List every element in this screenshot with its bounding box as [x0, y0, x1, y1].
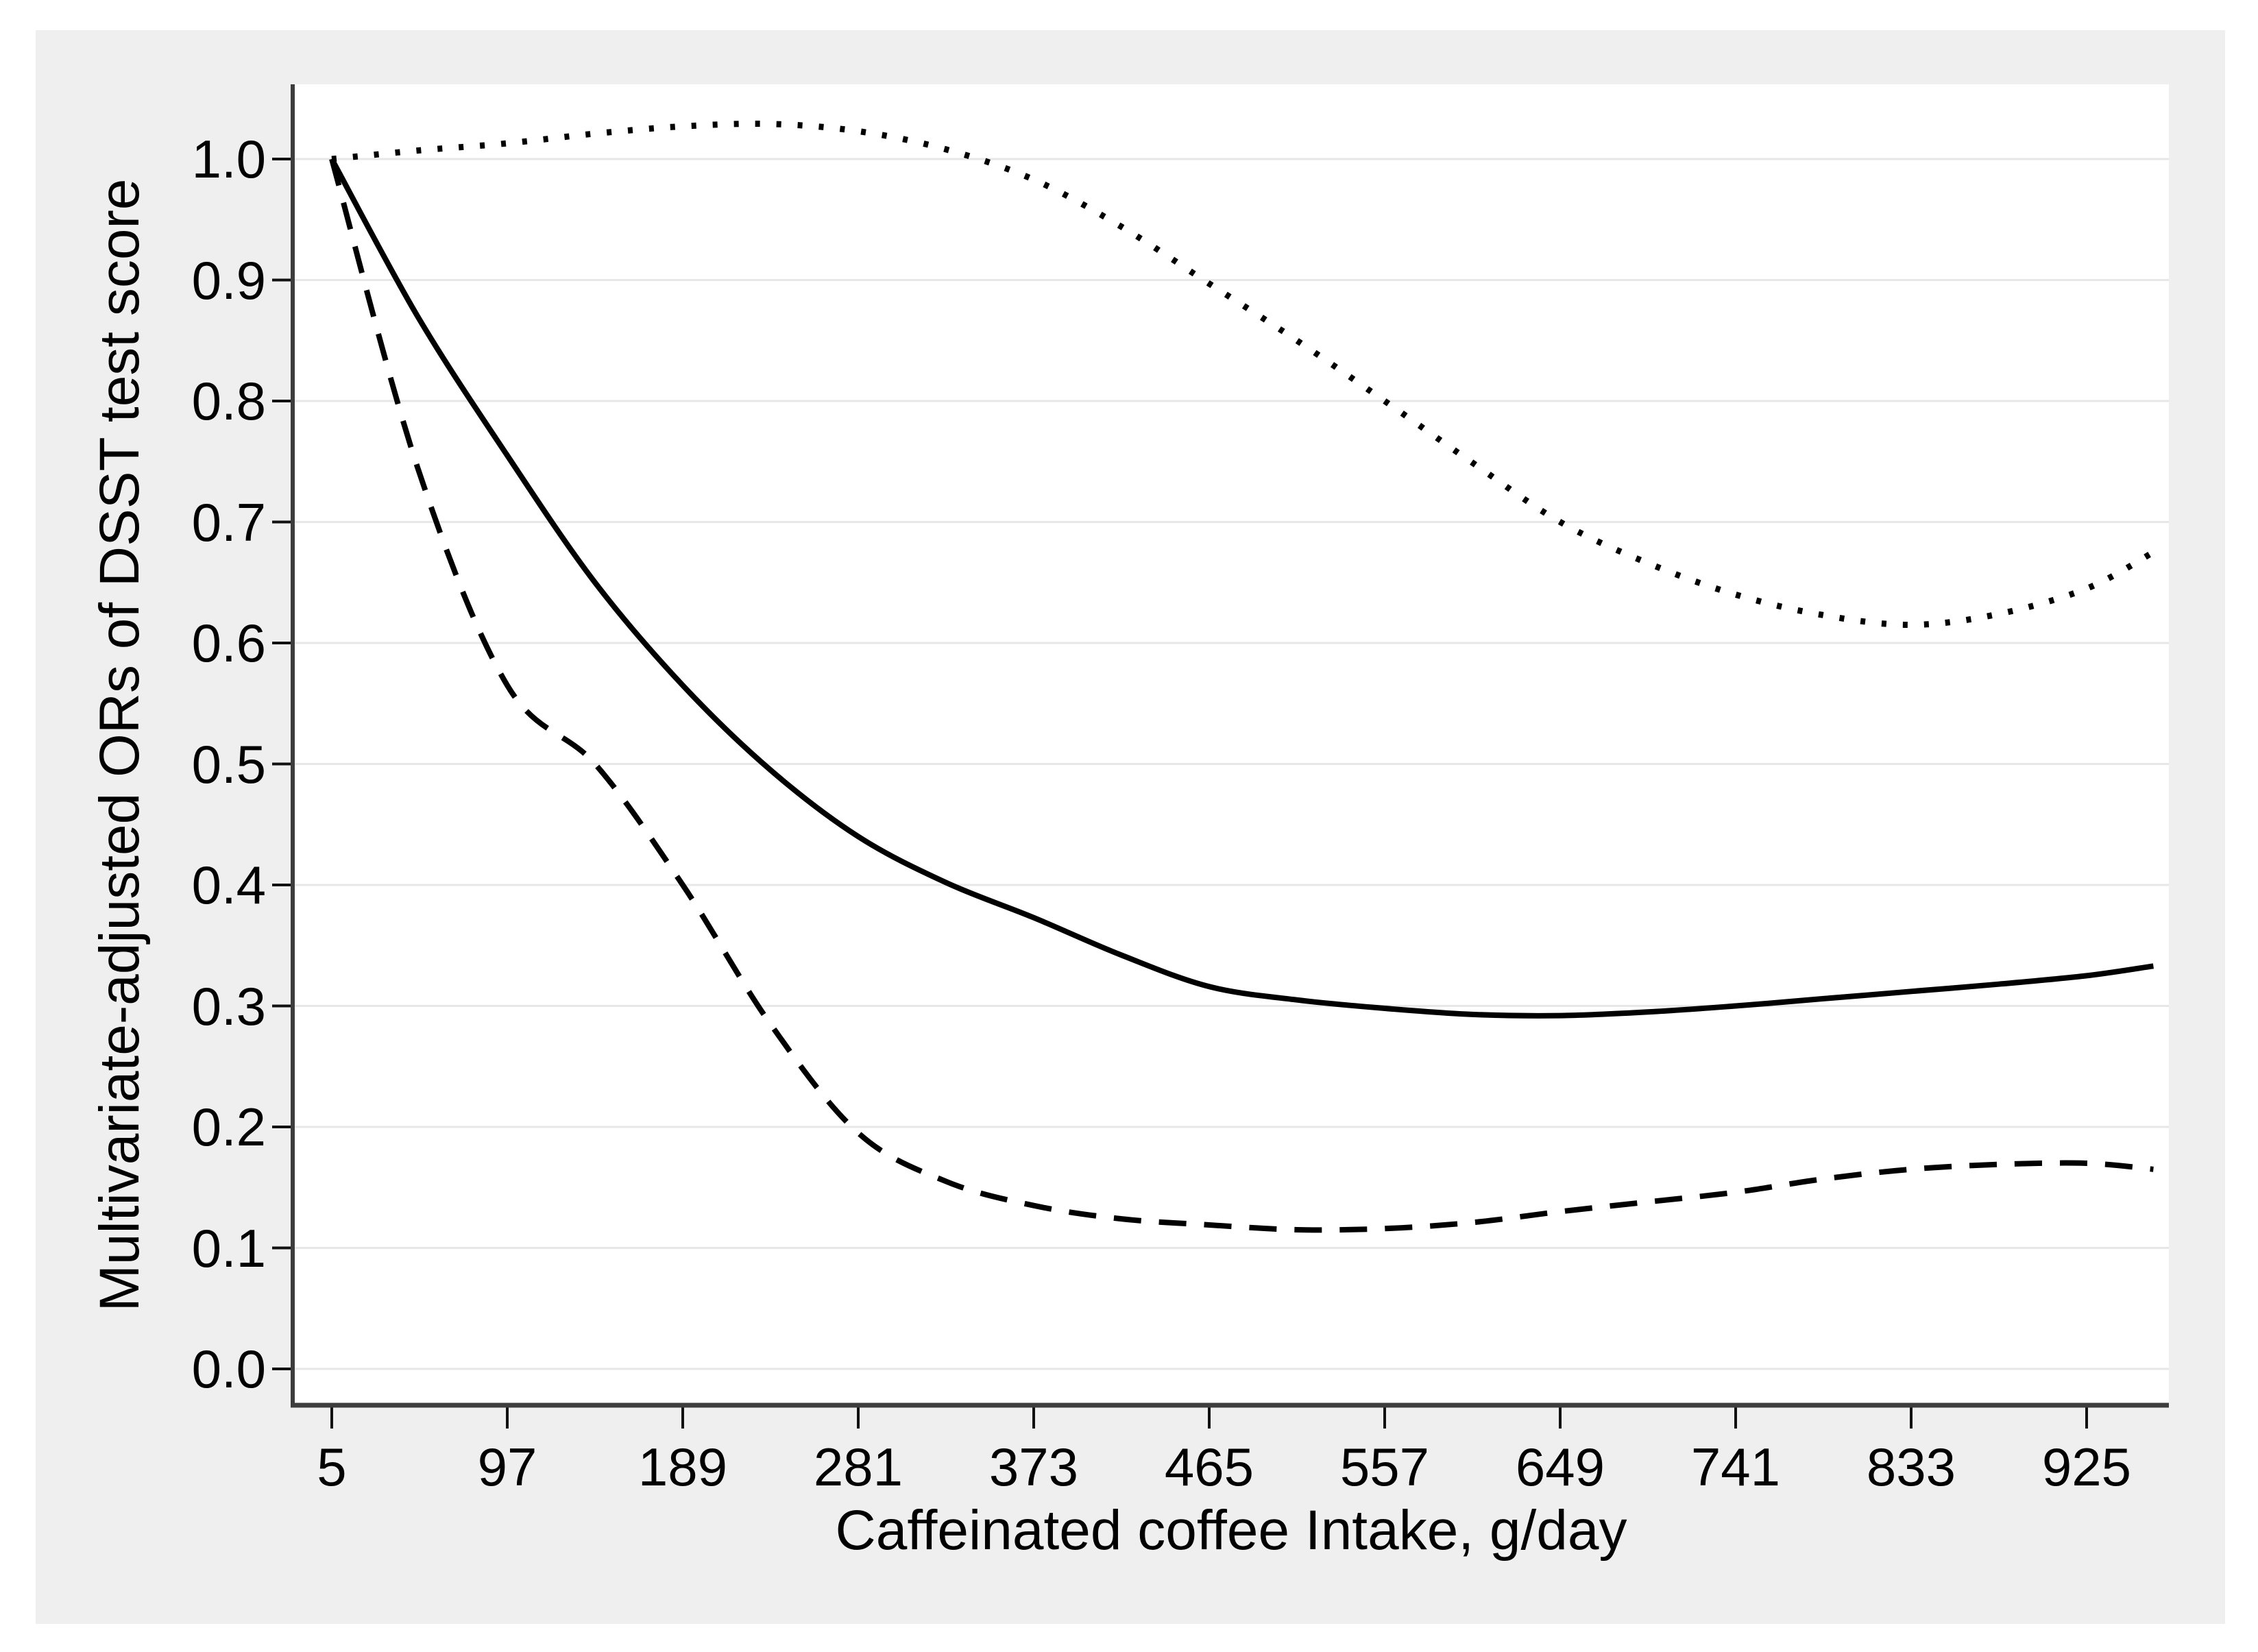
y-tick-label-0.8: 0.8	[191, 371, 266, 431]
x-tick-label-741: 741	[1690, 1437, 1781, 1497]
y-tick-label-0.2: 0.2	[191, 1097, 266, 1157]
x-tick-label-5: 5	[317, 1437, 347, 1497]
x-tick-label-97: 97	[477, 1437, 537, 1497]
x-tick-label-925: 925	[2041, 1437, 2132, 1497]
x-tick-label-373: 373	[988, 1437, 1079, 1497]
y-tick-label-0.5: 0.5	[191, 733, 266, 794]
x-tick-label-189: 189	[638, 1437, 728, 1497]
x-tick-label-465: 465	[1164, 1437, 1254, 1497]
y-tick-label-0.0: 0.0	[191, 1339, 266, 1399]
y-tick-label-0.4: 0.4	[191, 855, 266, 915]
plot-area	[293, 84, 2169, 1405]
y-tick-label-0.3: 0.3	[191, 975, 266, 1036]
y-axis-title: Multivariate-adjusted ORs of DSST test s…	[88, 178, 151, 1312]
y-tick-label-0.7: 0.7	[191, 491, 266, 552]
x-tick-label-833: 833	[1866, 1437, 1956, 1497]
y-tick-label-1.0: 1.0	[191, 129, 266, 189]
x-axis-title: Caffeinated coffee Intake, g/day	[835, 1499, 1627, 1562]
x-tick-label-649: 649	[1515, 1437, 1605, 1497]
x-tick-label-281: 281	[813, 1437, 903, 1497]
y-tick-label-0.1: 0.1	[191, 1217, 266, 1278]
y-tick-label-0.6: 0.6	[191, 613, 266, 673]
y-tick-label-0.9: 0.9	[191, 250, 266, 311]
x-tick-label-557: 557	[1339, 1437, 1430, 1497]
solid-line	[329, 158, 2154, 1019]
